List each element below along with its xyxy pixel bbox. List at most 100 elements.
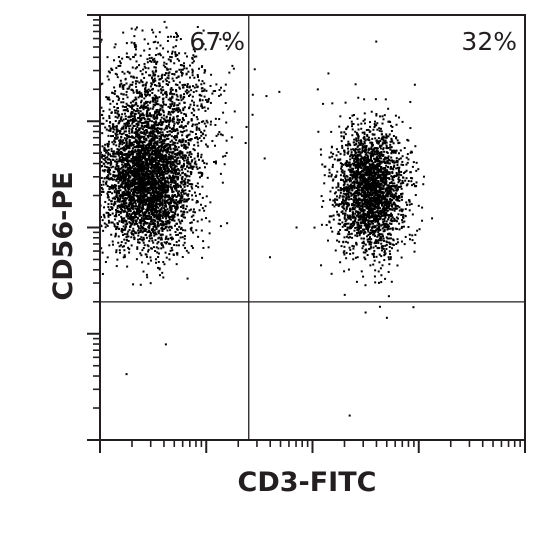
data-point-upper-left: [138, 64, 141, 67]
data-point-upper-left: [135, 258, 138, 261]
data-point-upper-left: [161, 73, 164, 76]
data-point-upper-left: [173, 110, 176, 113]
data-point-upper-left: [127, 179, 130, 182]
data-point-upper-left: [129, 167, 132, 169]
data-point-upper-left: [162, 159, 165, 162]
data-point-upper-left: [120, 219, 123, 222]
data-point-upper-left: [190, 153, 193, 156]
data-point-upper-left: [189, 221, 192, 224]
data-point-upper-left: [143, 103, 146, 106]
data-point-upper-left: [163, 208, 166, 211]
data-point-upper-left: [146, 165, 149, 168]
data-point-upper-left: [169, 97, 172, 100]
data-point-upper-left: [167, 58, 170, 61]
data-point-upper-left: [186, 84, 189, 87]
data-point-upper-left: [161, 229, 164, 232]
data-point-upper-left: [183, 106, 186, 109]
data-point-upper-right: [370, 156, 373, 159]
data-point-upper-left: [121, 197, 124, 200]
data-point-upper-left: [184, 90, 187, 93]
data-point-upper-left: [163, 61, 166, 64]
data-point-upper-left: [152, 80, 155, 83]
data-point-upper-left: [129, 159, 132, 162]
data-point-upper-left: [171, 156, 174, 159]
data-point-upper-left: [174, 55, 177, 58]
data-point-upper-left: [169, 164, 172, 167]
data-point-upper-left: [107, 174, 110, 177]
data-point-upper-left: [161, 93, 164, 96]
data-point-upper-left: [162, 210, 165, 213]
data-point-upper-left: [179, 130, 182, 133]
data-point-upper-left: [118, 179, 121, 182]
data-point-upper-left: [143, 222, 146, 225]
data-point-upper-left: [146, 196, 149, 199]
data-point-upper-left: [177, 99, 180, 102]
data-point-upper-left: [155, 130, 158, 133]
data-point-upper-left: [140, 189, 143, 192]
data-point-upper-left: [117, 170, 120, 173]
data-point-upper-left: [157, 41, 160, 44]
data-point-upper-left: [116, 102, 119, 105]
data-point-upper-left: [149, 209, 152, 212]
data-point-upper-left: [189, 162, 192, 165]
data-point-upper-right: [332, 152, 335, 155]
data-point-upper-right: [416, 229, 419, 232]
data-point-upper-left: [109, 121, 112, 124]
data-point-upper-left: [169, 165, 172, 168]
data-point-upper-left: [131, 131, 134, 134]
data-point-upper-left: [129, 194, 132, 197]
data-point-upper-left: [151, 222, 154, 225]
data-point-upper-left: [175, 109, 178, 112]
data-point-upper-left: [118, 160, 121, 163]
data-point-upper-left: [133, 173, 135, 176]
data-point-upper-left: [120, 183, 123, 186]
data-point-upper-left: [165, 26, 168, 29]
data-point-upper-left: [140, 152, 143, 154]
data-point-upper-right: [384, 167, 387, 170]
data-point-upper-left: [202, 246, 205, 249]
data-point-upper-left: [131, 127, 134, 130]
data-point-upper-left: [201, 185, 204, 188]
data-point-upper-left: [145, 216, 148, 219]
data-point-upper-left: [145, 124, 148, 127]
data-point-upper-left: [151, 200, 154, 203]
data-point-upper-left: [160, 238, 163, 241]
data-point-upper-left: [147, 174, 150, 177]
data-point-upper-left: [165, 211, 168, 214]
data-point-upper-left: [187, 94, 190, 97]
data-point-upper-left: [191, 61, 194, 64]
data-point-upper-left: [151, 161, 154, 164]
data-point-upper-left: [134, 103, 137, 106]
data-point-upper-left: [122, 180, 125, 183]
data-point-upper-left: [206, 145, 209, 148]
data-point-upper-left: [143, 211, 146, 214]
data-point-upper-left: [104, 156, 107, 159]
data-point-upper-left: [175, 184, 178, 187]
data-point-upper-left: [152, 147, 155, 150]
data-point-upper-left: [170, 56, 173, 59]
data-point-upper-right: [379, 139, 382, 142]
data-point-upper-left: [162, 173, 165, 176]
data-point-upper-left: [169, 99, 172, 102]
data-point-upper-left: [171, 73, 174, 76]
data-point-upper-left: [165, 120, 168, 123]
data-point-upper-left: [172, 124, 175, 127]
data-point-upper-left: [181, 204, 184, 207]
data-point-upper-right: [328, 215, 331, 218]
data-point-upper-left: [112, 170, 115, 173]
data-point-upper-left: [113, 200, 116, 203]
data-point-upper-left: [155, 111, 158, 114]
data-point-upper-left: [143, 229, 146, 232]
data-point-upper-left: [182, 207, 185, 210]
data-point-upper-left: [127, 203, 130, 206]
data-point-upper-left: [164, 182, 167, 185]
data-point-upper-left: [210, 32, 213, 35]
data-point-upper-left: [133, 223, 136, 226]
data-point-upper-left: [141, 180, 144, 183]
data-point-upper-left: [121, 245, 124, 248]
data-point-upper-left: [129, 191, 132, 194]
data-point-upper-left: [124, 223, 127, 226]
data-point-upper-left: [192, 210, 195, 213]
